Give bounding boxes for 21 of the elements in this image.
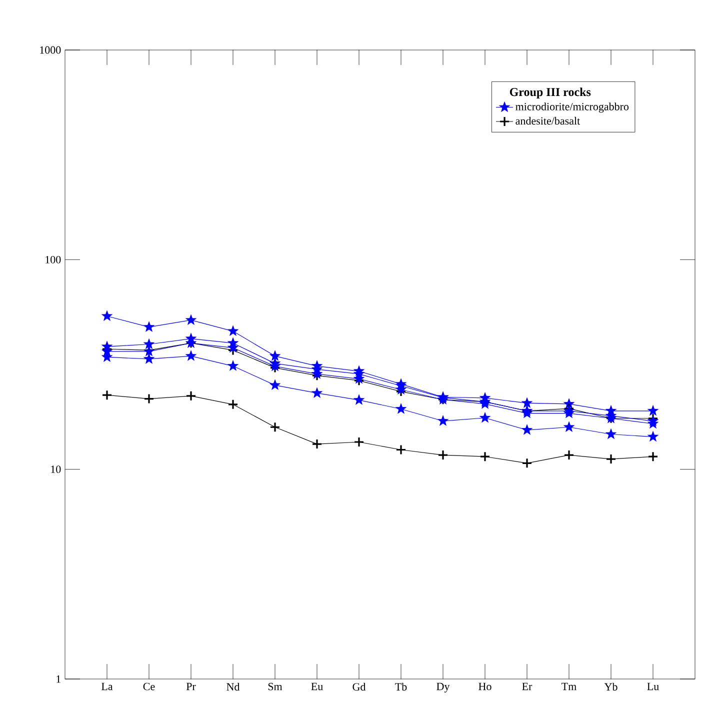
- x-tick-label: Ho: [478, 682, 492, 690]
- y-tick-label: 1: [56, 675, 60, 683]
- y-tick-label: 10: [51, 466, 61, 474]
- x-tick-label: Er: [522, 682, 532, 690]
- x-tick-label: Pr: [186, 682, 196, 690]
- y-tick-label: 100: [46, 256, 61, 264]
- x-tick-label: Tb: [395, 682, 407, 691]
- x-tick-label: Lu: [647, 682, 659, 690]
- y-tick-label: 1000: [40, 46, 61, 54]
- x-tick-label: Nd: [226, 682, 240, 691]
- x-tick-label: Ce: [143, 682, 155, 690]
- x-tick-label: Tm: [562, 682, 576, 690]
- x-tick-label: Dy: [436, 682, 450, 692]
- x-tick-label: Gd: [352, 682, 366, 691]
- x-tick-label: Yb: [604, 682, 618, 691]
- x-tick-label: Sm: [268, 682, 282, 690]
- legend-label: andesite/basalt: [516, 116, 580, 125]
- legend-title: Group III rocks: [510, 88, 591, 99]
- x-tick-label: Eu: [311, 682, 323, 690]
- legend-label: microdiorite/microgabbro: [516, 102, 629, 113]
- x-tick-label: La: [102, 682, 113, 690]
